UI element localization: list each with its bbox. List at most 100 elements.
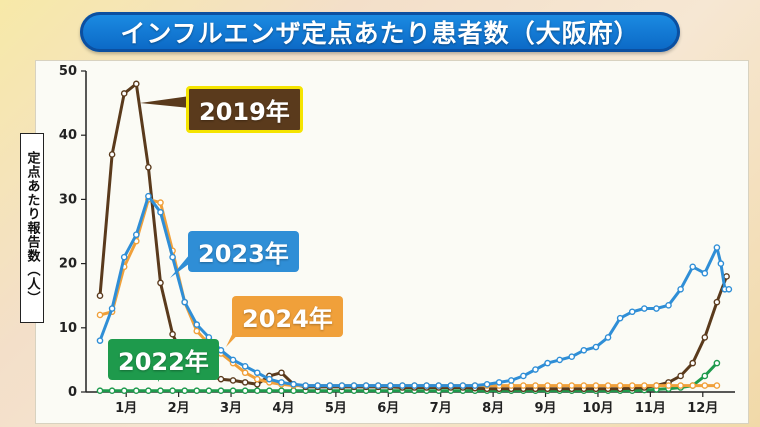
x-tick-label: 7月 [430, 401, 452, 416]
series-line-2022年 [100, 362, 718, 393]
data-point [229, 377, 237, 384]
x-tick-label: 5月 [325, 401, 347, 416]
data-point [169, 387, 176, 395]
x-tick-label: 1月 [115, 401, 137, 416]
data-point [253, 387, 261, 395]
data-point [241, 379, 249, 386]
data-point [677, 382, 684, 389]
data-point [217, 346, 225, 354]
data-point [205, 387, 213, 395]
data-point [580, 346, 588, 354]
data-point [145, 387, 152, 395]
data-point [169, 330, 176, 338]
data-point [459, 382, 467, 389]
data-point [604, 382, 612, 389]
series-label-2022: 2022年 [108, 339, 219, 380]
y-axis-label-box: 定点あたり報告数（人） [20, 133, 44, 323]
series-label-2024: 2024年 [232, 296, 343, 337]
data-point [507, 377, 515, 384]
data-point [266, 375, 273, 383]
y-tick-label: 50 [59, 64, 77, 79]
data-point [556, 356, 563, 364]
data-point [217, 387, 225, 395]
x-tick-label: 2月 [168, 401, 190, 416]
data-point [96, 311, 104, 319]
data-point [96, 292, 104, 300]
data-point [665, 382, 672, 389]
data-point [628, 382, 636, 389]
data-point [507, 382, 515, 389]
data-point [520, 372, 527, 380]
data-point [483, 380, 491, 388]
data-point [253, 380, 261, 388]
data-point [157, 208, 164, 216]
data-point [701, 269, 709, 277]
data-point [145, 192, 152, 200]
data-point [713, 298, 721, 306]
data-point [374, 382, 382, 389]
data-point [338, 382, 346, 389]
data-point [302, 382, 309, 389]
data-point [665, 302, 672, 309]
data-point [592, 343, 600, 351]
data-point [253, 375, 261, 383]
data-point [713, 359, 721, 367]
data-point [120, 387, 128, 395]
data-point [701, 334, 709, 341]
data-point [193, 327, 201, 335]
data-point [435, 382, 442, 389]
data-point [399, 382, 406, 389]
data-point [689, 382, 697, 389]
data-point [132, 387, 140, 395]
data-point [701, 372, 709, 380]
data-point [653, 305, 660, 312]
data-point [181, 298, 188, 306]
data-point [120, 90, 128, 97]
data-point [350, 382, 358, 389]
x-tick-label: 11月 [635, 401, 666, 416]
data-point [241, 387, 249, 395]
data-point [96, 337, 104, 344]
x-tick-label: 10月 [582, 401, 613, 416]
data-point [628, 308, 636, 316]
data-point [616, 314, 624, 322]
data-point [568, 382, 576, 389]
x-tick-label: 8月 [482, 401, 504, 416]
series-label-2023: 2023年 [188, 231, 299, 272]
y-tick-label: 40 [59, 128, 77, 143]
data-point [290, 387, 297, 395]
data-point [592, 382, 600, 389]
data-point [229, 387, 237, 395]
data-point [290, 380, 297, 388]
data-point [447, 382, 455, 389]
data-point [616, 382, 624, 389]
data-point [266, 387, 273, 395]
data-point [362, 382, 370, 389]
data-point [253, 369, 261, 377]
data-point [544, 382, 551, 389]
data-point [120, 253, 128, 261]
data-point [108, 305, 116, 312]
data-point [326, 382, 334, 389]
data-point [132, 80, 140, 88]
pointer-2019 [140, 96, 190, 108]
data-point [145, 163, 152, 171]
data-point [641, 382, 648, 389]
data-point [132, 231, 140, 239]
data-point [241, 363, 249, 370]
data-point [387, 382, 394, 389]
chart-title: インフルエンザ定点あたり患者数（大阪府） [120, 19, 640, 48]
data-point [653, 382, 660, 389]
data-point [157, 199, 164, 206]
data-point [169, 253, 176, 261]
data-point [701, 382, 709, 389]
data-point [411, 382, 418, 389]
data-point [241, 369, 249, 377]
data-point [580, 382, 588, 389]
x-tick-label: 12月 [687, 401, 718, 416]
data-point [96, 387, 104, 395]
y-tick-label: 10 [59, 321, 77, 336]
data-point [604, 334, 612, 341]
data-point [532, 366, 539, 373]
